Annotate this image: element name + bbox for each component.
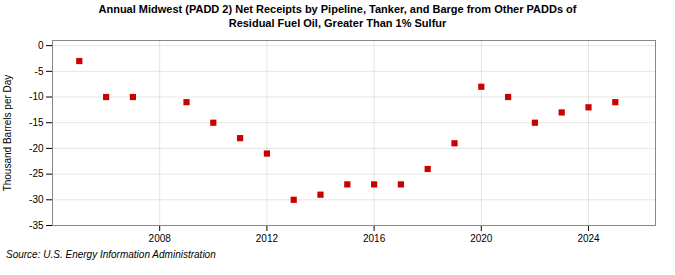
html-text:Annual Midwest (PADD 2) Net Re: Annual Midwest (PADD 2) Net Receipts by … xyxy=(98,3,577,15)
svg-text:2024: 2024 xyxy=(577,233,600,244)
html-text:Source: U.S. Energy Informatio: Source: U.S. Energy Information Administ… xyxy=(6,249,216,260)
svg-text:-10: -10 xyxy=(29,91,44,102)
svg-text:2012: 2012 xyxy=(256,233,279,244)
svg-text:Thousand Barrels per Day: Thousand Barrels per Day xyxy=(2,75,13,192)
svg-text:0: 0 xyxy=(38,40,44,51)
svg-text:-20: -20 xyxy=(29,143,44,154)
html-text:Residual Fuel Oil, Greater Tha: Residual Fuel Oil, Greater Than 1% Sulfu… xyxy=(228,17,447,29)
svg-text:-30: -30 xyxy=(29,194,44,205)
svg-text:2020: 2020 xyxy=(470,233,493,244)
svg-text:-5: -5 xyxy=(35,66,44,77)
svg-text:-35: -35 xyxy=(29,220,44,231)
svg-text:-25: -25 xyxy=(29,168,44,179)
svg-text:2016: 2016 xyxy=(363,233,386,244)
svg-text:2008: 2008 xyxy=(149,233,172,244)
svg-text:-15: -15 xyxy=(29,117,44,128)
